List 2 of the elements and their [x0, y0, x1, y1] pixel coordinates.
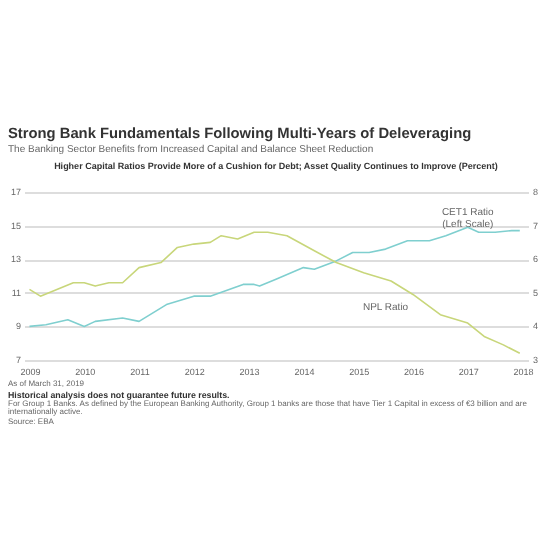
line-series: [28, 231, 521, 355]
line-series: [28, 226, 521, 328]
